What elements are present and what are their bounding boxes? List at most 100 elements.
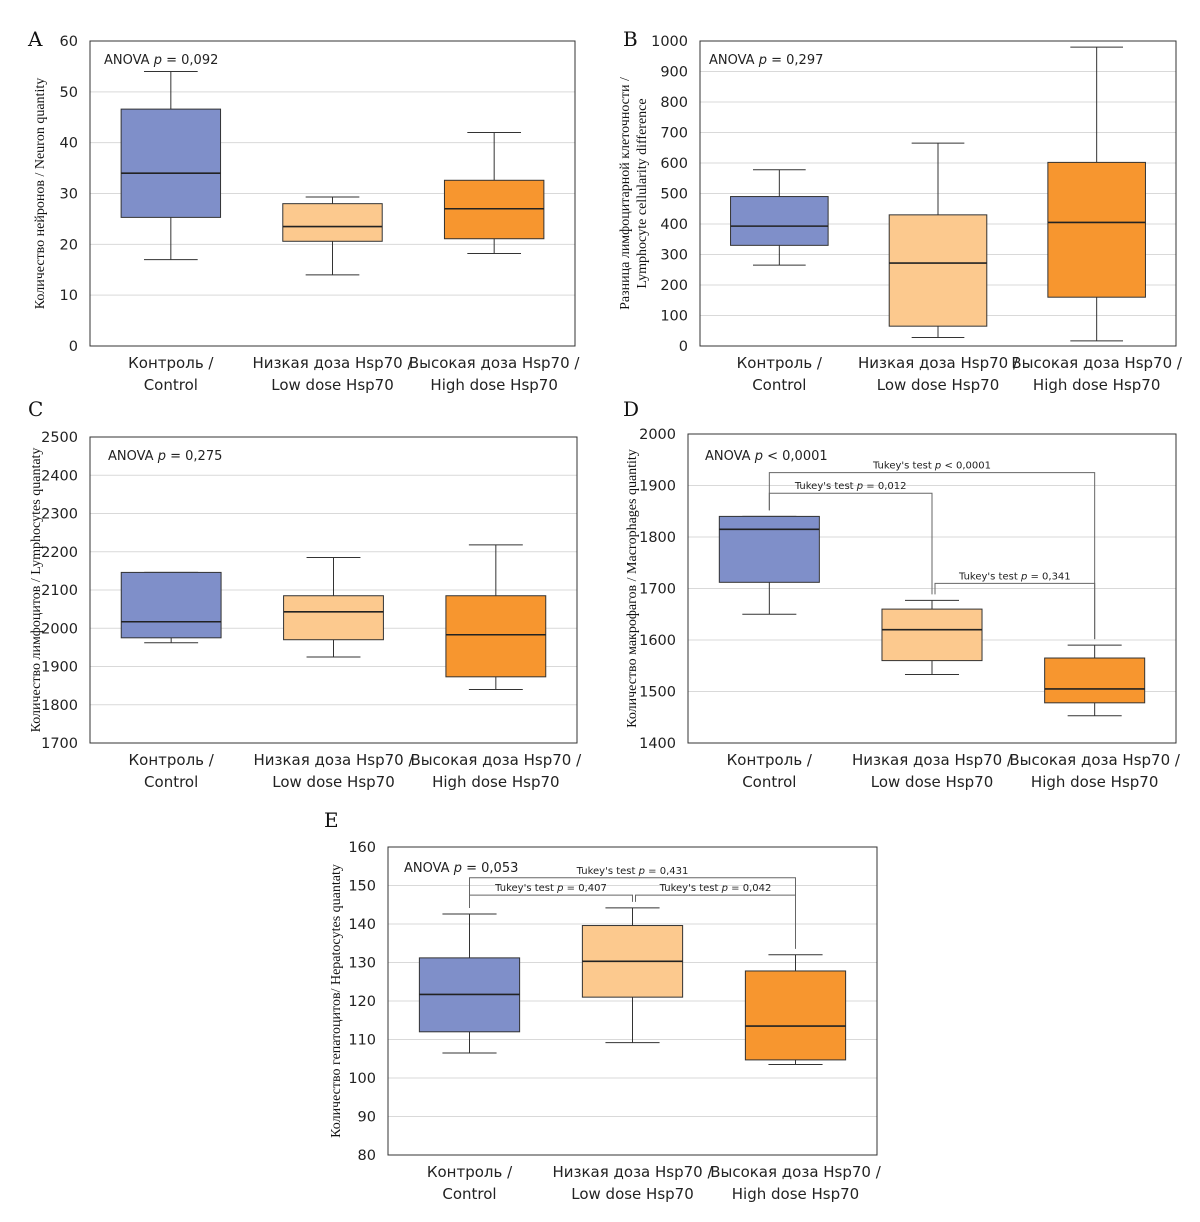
panel-letter: C <box>28 397 43 421</box>
y-tick-label: 130 <box>348 956 376 972</box>
x-category-label: Низкая доза Hsp70 / <box>552 1163 713 1181</box>
iqr-box <box>1044 657 1146 704</box>
box-control <box>718 515 820 615</box>
y-axis-label: Lymphocyte cellularity difference <box>635 98 650 288</box>
iqr-box <box>730 196 829 246</box>
box-control <box>730 169 829 266</box>
y-tick-label: 1700 <box>639 582 676 598</box>
iqr-box <box>881 608 983 662</box>
x-category-label: Низкая доза Hsp70 / <box>252 354 413 372</box>
y-tick-label: 2100 <box>41 583 78 599</box>
x-category-label: Control <box>144 376 198 394</box>
box-control <box>418 913 521 1054</box>
y-tick-label: 90 <box>358 1110 376 1126</box>
panel-letter: A <box>27 27 43 51</box>
y-axis-label: Количество лимфоцитов / Lymphocytes quan… <box>29 448 44 733</box>
y-tick-label: 500 <box>660 187 688 203</box>
y-tick-label: 2200 <box>41 545 78 561</box>
tukey-label: Tukey's test p = 0,431 <box>576 866 689 877</box>
iqr-box <box>120 108 222 218</box>
iqr-box <box>283 595 384 641</box>
x-category-label: Control <box>742 773 796 791</box>
iqr-box <box>120 571 222 639</box>
y-tick-label: 120 <box>348 994 376 1010</box>
y-tick-label: 1400 <box>639 736 676 752</box>
y-tick-label: 2400 <box>41 468 78 484</box>
y-tick-label: 1800 <box>41 698 78 714</box>
x-category-label: Низкая доза Hsp70 / <box>253 751 414 769</box>
iqr-box <box>1047 161 1146 298</box>
panel-b: B 0 100 200 300 400 500 600 700 800 900 1000 Разница… <box>618 27 1183 394</box>
x-category-label: Высокая доза Hsp70 / <box>411 751 583 769</box>
x-category-label: Контроль / <box>727 751 813 769</box>
y-axis-label: Количество нейронов / Neuron quantity <box>33 78 48 309</box>
x-category-label: High dose Hsp70 <box>732 1185 859 1203</box>
box-high-dose <box>1047 46 1146 342</box>
x-category-label: Low dose Hsp70 <box>877 376 1000 394</box>
iqr-box <box>888 214 988 327</box>
x-category-label: Low dose Hsp70 <box>271 376 394 394</box>
tukey-label: Tukey's test p = 0,341 <box>958 571 1071 582</box>
panel-letter: D <box>623 397 639 421</box>
y-tick-label: 1000 <box>651 34 688 50</box>
y-tick-label: 800 <box>660 95 688 111</box>
y-tick-label: 40 <box>60 136 78 152</box>
y-tick-label: 100 <box>660 309 688 325</box>
box-low-dose <box>881 599 983 676</box>
tukey-label: Tukey's test p = 0,042 <box>659 883 772 894</box>
plot-frame <box>89 40 576 347</box>
x-category-label: Высокая доза Hsp70 / <box>710 1163 882 1181</box>
y-axis-label: Количество макрофагов / Macrophages quan… <box>625 449 640 728</box>
x-category-label: Высокая доза Hsp70 / <box>409 354 581 372</box>
y-tick-label: 700 <box>660 126 688 142</box>
y-tick-label: 1800 <box>639 530 676 546</box>
tukey-label: Tukey's test p < 0,0001 <box>872 461 991 472</box>
x-category-label: Контроль / <box>737 354 823 372</box>
y-tick-label: 1700 <box>41 736 78 752</box>
x-category-label: Контроль / <box>128 354 214 372</box>
box-low-dose <box>282 196 383 276</box>
plot-frame <box>687 433 1177 744</box>
x-category-label: Контроль / <box>427 1163 513 1181</box>
y-tick-label: 110 <box>348 1033 376 1049</box>
tukey-bracket <box>934 582 1096 640</box>
x-category-label: Low dose Hsp70 <box>871 773 994 791</box>
tukey-label: Tukey's test p = 0,407 <box>494 883 607 894</box>
x-category-label: Высокая доза Hsp70 / <box>1011 354 1183 372</box>
y-tick-label: 200 <box>660 278 688 294</box>
tukey-bracket <box>635 894 796 949</box>
panel-letter: B <box>623 27 638 51</box>
tukey-bracket <box>768 472 1096 640</box>
iqr-box <box>718 515 820 583</box>
panel-a: A 0 10 20 30 40 50 60 Количество нейронов / Neur… <box>27 27 580 394</box>
y-tick-label: 0 <box>679 339 688 355</box>
y-tick-label: 80 <box>358 1148 376 1164</box>
box-control <box>120 71 222 261</box>
x-category-label: High dose Hsp70 <box>1033 376 1160 394</box>
x-category-label: Контроль / <box>129 751 215 769</box>
anova-label: ANOVA p = 0,053 <box>404 861 518 876</box>
y-tick-label: 50 <box>60 85 78 101</box>
y-tick-label: 160 <box>348 840 376 856</box>
iqr-box <box>445 595 547 678</box>
iqr-box <box>744 970 847 1061</box>
x-category-label: Control <box>752 376 806 394</box>
anova-label: ANOVA p = 0,297 <box>709 53 823 68</box>
box-high-dose <box>445 544 547 690</box>
plot-frame <box>89 436 578 744</box>
y-tick-label: 2000 <box>41 621 78 637</box>
box-low-dose <box>283 556 384 658</box>
anova-label: ANOVA p < 0,0001 <box>705 449 828 464</box>
box-high-dose <box>443 132 545 254</box>
y-tick-label: 1500 <box>639 685 676 701</box>
x-category-label: Control <box>144 773 198 791</box>
plot-frame <box>699 40 1177 347</box>
x-category-label: Низкая доза Hsp70 / <box>852 751 1013 769</box>
x-category-label: High dose Hsp70 <box>1031 773 1158 791</box>
y-tick-label: 140 <box>348 917 376 933</box>
panel-c: C 1700 1800 1900 2000 2100 2200 2300 2400 2500 Кол… <box>28 397 582 791</box>
x-category-label: Low dose Hsp70 <box>272 773 395 791</box>
box-high-dose <box>744 954 847 1066</box>
y-tick-label: 300 <box>660 248 688 264</box>
